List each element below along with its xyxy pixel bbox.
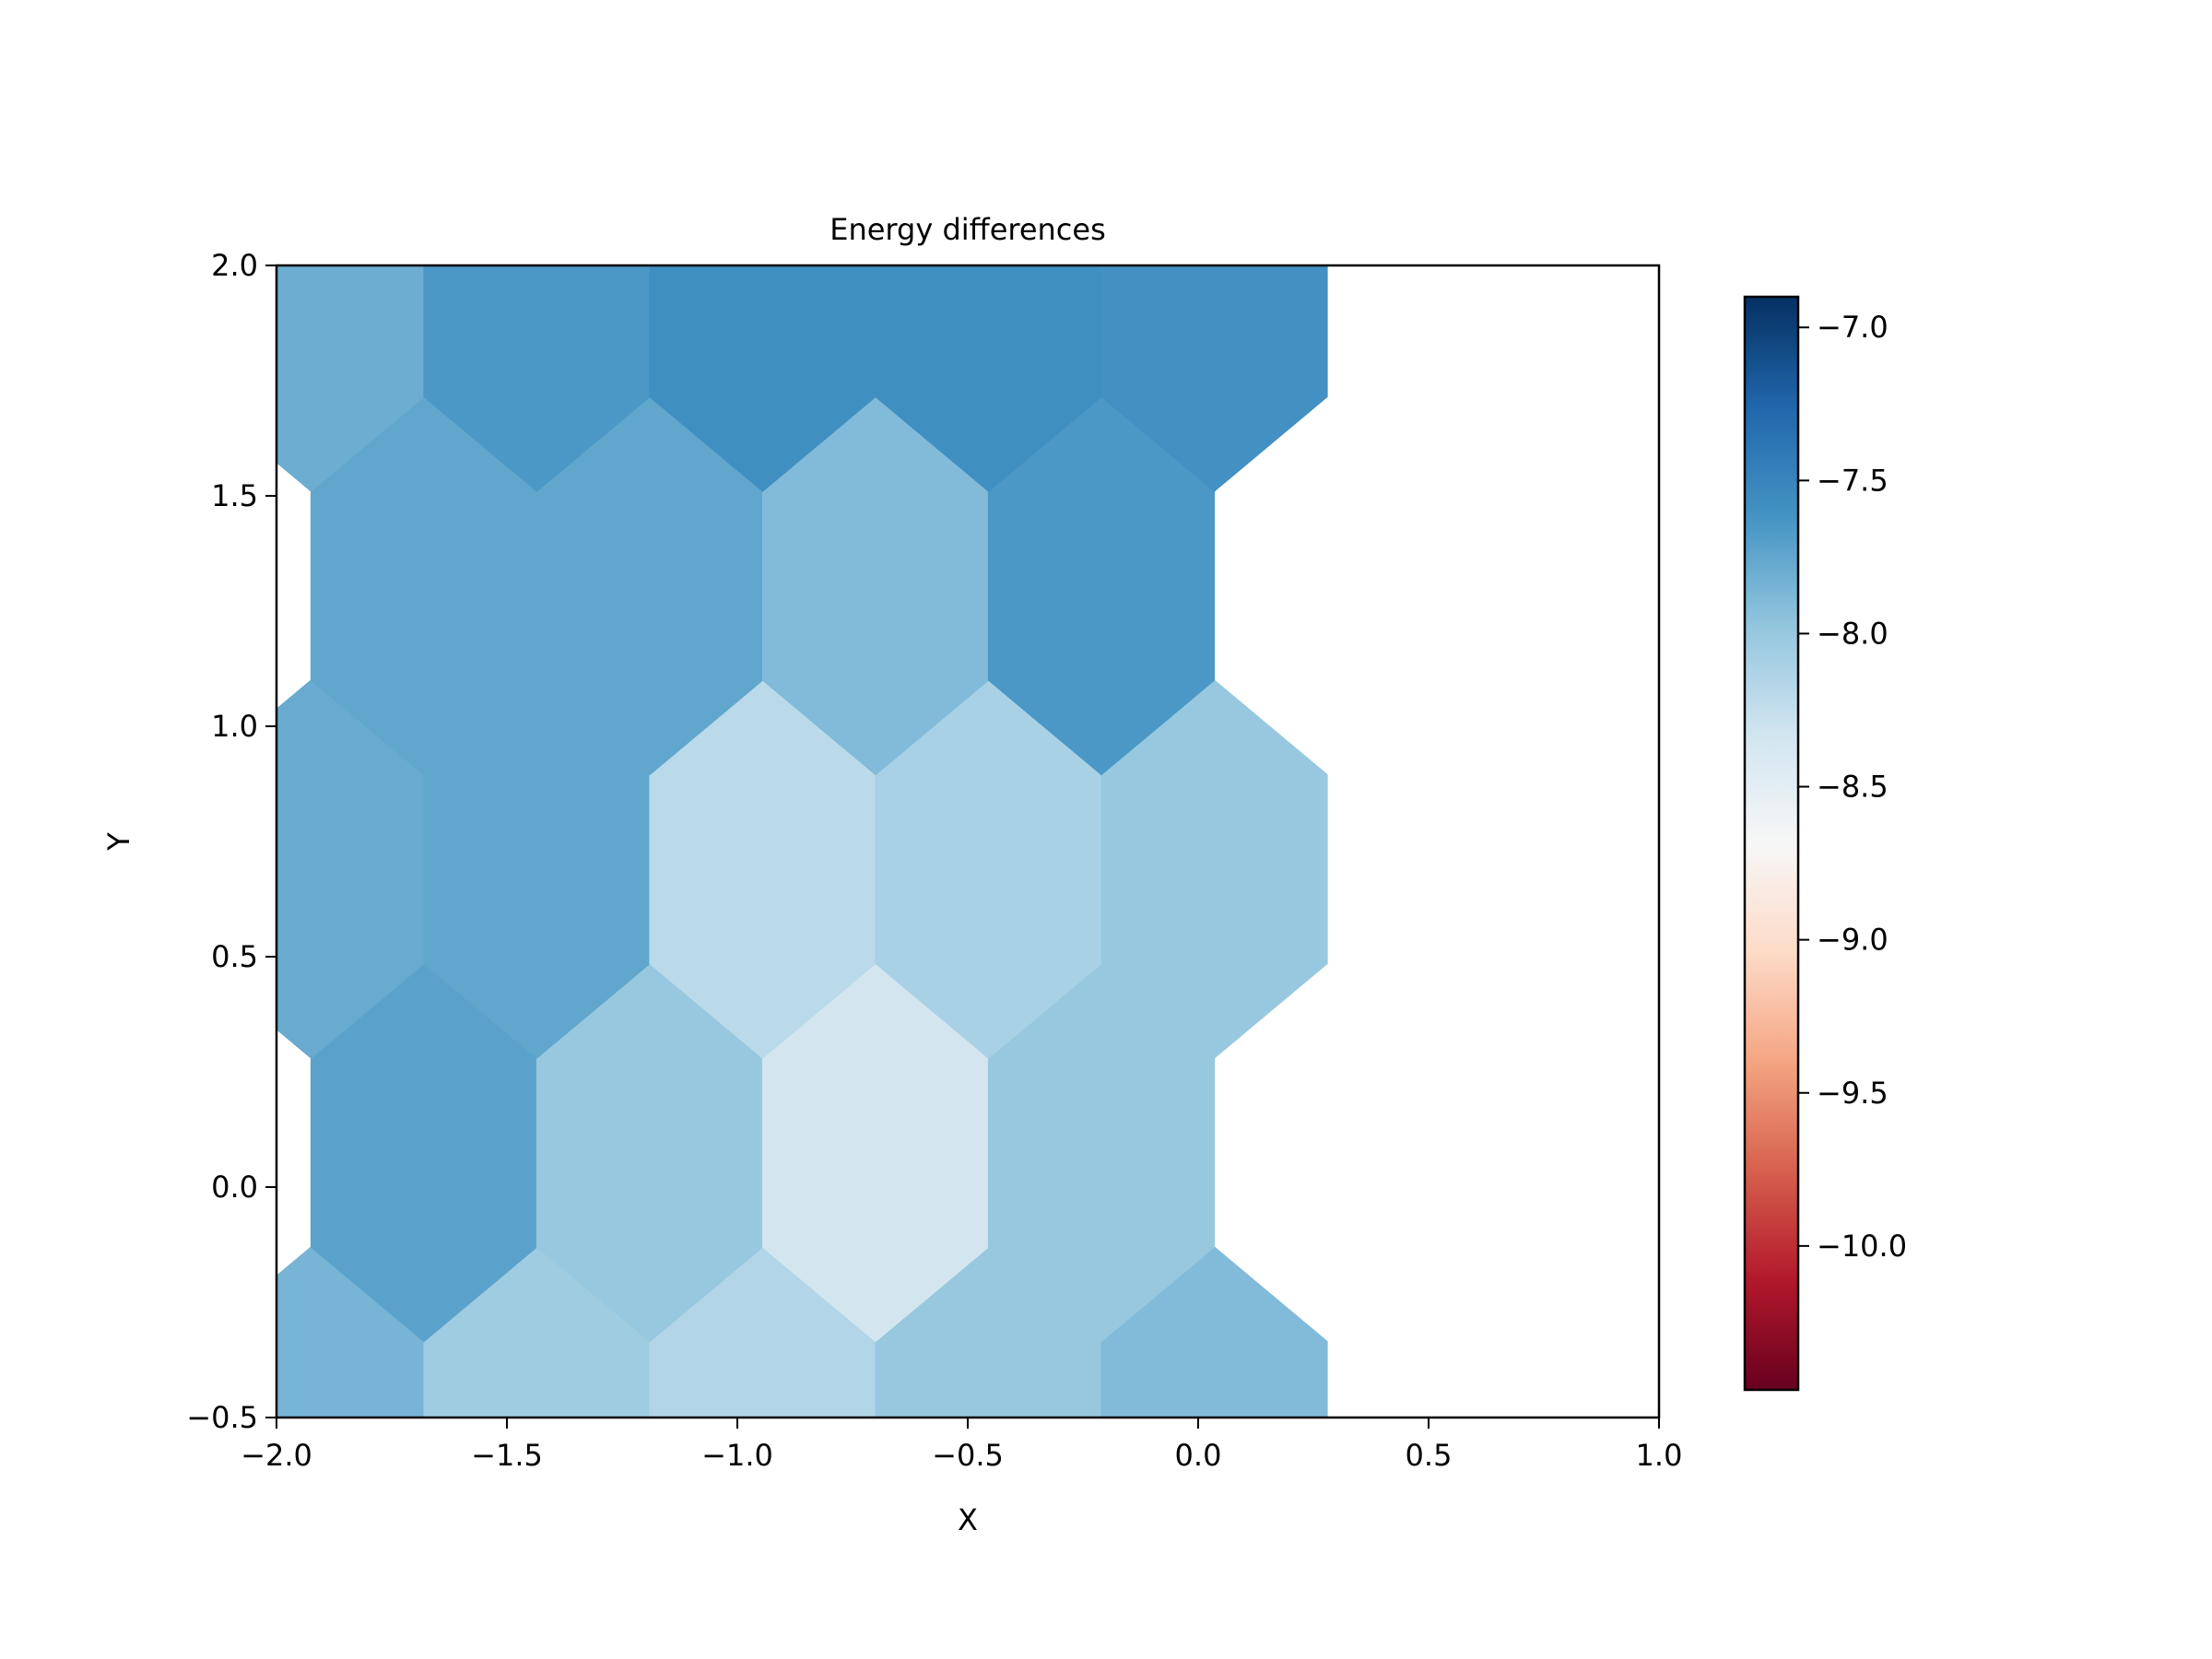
x-tick-label: 0.0 bbox=[1175, 1438, 1222, 1473]
colorbar: −7.0 −7.5 −8.0 −8.5 −9.0 −9.5 −10.0 bbox=[1745, 297, 1907, 1390]
y-axis-label: Y bbox=[101, 832, 136, 852]
colorbar-ticks: −7.0 −7.5 −8.0 −8.5 −9.0 −9.5 −10.0 bbox=[1798, 310, 1907, 1264]
colorbar-tick-label: −7.5 bbox=[1817, 463, 1888, 498]
x-tick-label: −2.0 bbox=[241, 1438, 312, 1473]
colorbar-tick-label: −9.5 bbox=[1817, 1076, 1888, 1111]
x-tick-label: −1.5 bbox=[471, 1438, 543, 1473]
y-tick-label: 0.0 bbox=[211, 1170, 258, 1205]
hexbin-cells bbox=[198, 113, 1327, 1625]
x-axis-label: X bbox=[958, 1502, 978, 1537]
y-tick-label: 2.0 bbox=[211, 248, 258, 283]
colorbar-tick-label: −10.0 bbox=[1817, 1229, 1907, 1264]
x-axis: −2.0 −1.5 −1.0 −0.5 0.0 0.5 1.0 bbox=[241, 1418, 1682, 1473]
y-tick-label: 0.5 bbox=[211, 939, 258, 974]
colorbar-gradient bbox=[1745, 297, 1798, 1390]
y-tick-label: 1.5 bbox=[211, 478, 258, 513]
x-tick-label: −1.0 bbox=[701, 1438, 773, 1473]
colorbar-tick-label: −9.0 bbox=[1817, 923, 1888, 958]
x-tick-label: −0.5 bbox=[932, 1438, 1004, 1473]
colorbar-tick-label: −8.0 bbox=[1817, 616, 1888, 651]
y-axis: −0.5 0.0 0.5 1.0 1.5 2.0 bbox=[186, 248, 276, 1435]
y-tick-label: −0.5 bbox=[186, 1400, 258, 1435]
colorbar-tick-label: −7.0 bbox=[1817, 310, 1888, 345]
x-tick-label: 1.0 bbox=[1636, 1438, 1683, 1473]
y-tick-label: 1.0 bbox=[211, 709, 258, 744]
x-tick-label: 0.5 bbox=[1406, 1438, 1453, 1473]
chart-title: Energy differences bbox=[830, 212, 1106, 247]
colorbar-tick-label: −8.5 bbox=[1817, 770, 1888, 805]
